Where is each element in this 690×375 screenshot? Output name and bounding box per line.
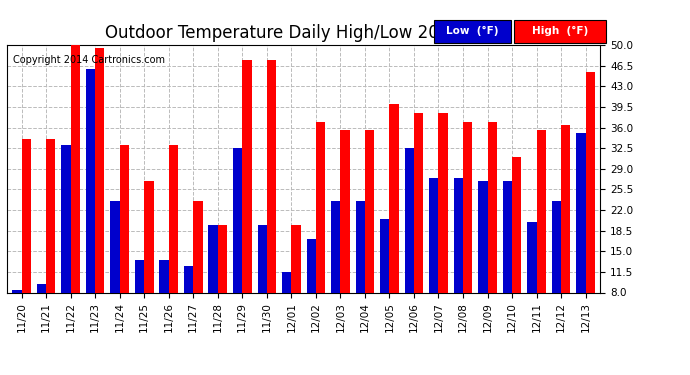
Bar (404, 148, 414, 340)
Bar (119, 145, 129, 340)
Bar (478, 180, 488, 340)
Bar (586, 72, 595, 340)
Bar (169, 145, 178, 340)
Bar (503, 180, 512, 340)
Bar (453, 178, 463, 340)
Bar (135, 260, 144, 340)
FancyBboxPatch shape (514, 20, 607, 42)
Bar (463, 122, 472, 340)
Bar (389, 104, 399, 340)
Bar (12, 290, 21, 340)
Bar (21, 139, 31, 340)
Bar (512, 157, 522, 340)
Bar (218, 225, 227, 340)
Bar (380, 219, 389, 340)
Bar (70, 45, 80, 340)
Title: Outdoor Temperature Daily High/Low 20141214: Outdoor Temperature Daily High/Low 20141… (105, 24, 502, 42)
Bar (242, 60, 252, 340)
Bar (233, 148, 242, 340)
Bar (340, 130, 350, 340)
Text: Low  (°F): Low (°F) (446, 26, 499, 36)
Bar (110, 201, 119, 340)
Bar (429, 178, 438, 340)
Bar (159, 260, 169, 340)
Bar (488, 122, 497, 340)
Bar (37, 284, 46, 340)
Text: Copyright 2014 Cartronics.com: Copyright 2014 Cartronics.com (13, 55, 165, 65)
Bar (355, 201, 365, 340)
Bar (61, 145, 70, 340)
Bar (331, 201, 340, 340)
Bar (527, 222, 537, 340)
Bar (86, 69, 95, 340)
Bar (561, 124, 571, 340)
Bar (267, 60, 276, 340)
Bar (46, 139, 55, 340)
Bar (438, 113, 448, 340)
Bar (316, 122, 325, 340)
Bar (414, 113, 423, 340)
FancyBboxPatch shape (434, 20, 511, 42)
Bar (365, 130, 374, 340)
Text: High  (°F): High (°F) (532, 26, 588, 36)
Bar (282, 272, 291, 340)
Bar (184, 266, 193, 340)
Bar (208, 225, 218, 340)
Bar (291, 225, 301, 340)
Bar (552, 201, 561, 340)
Bar (257, 225, 267, 340)
Bar (144, 180, 154, 340)
Bar (537, 130, 546, 340)
Bar (576, 134, 586, 340)
Bar (95, 48, 104, 340)
Bar (193, 201, 203, 340)
Bar (306, 240, 316, 340)
